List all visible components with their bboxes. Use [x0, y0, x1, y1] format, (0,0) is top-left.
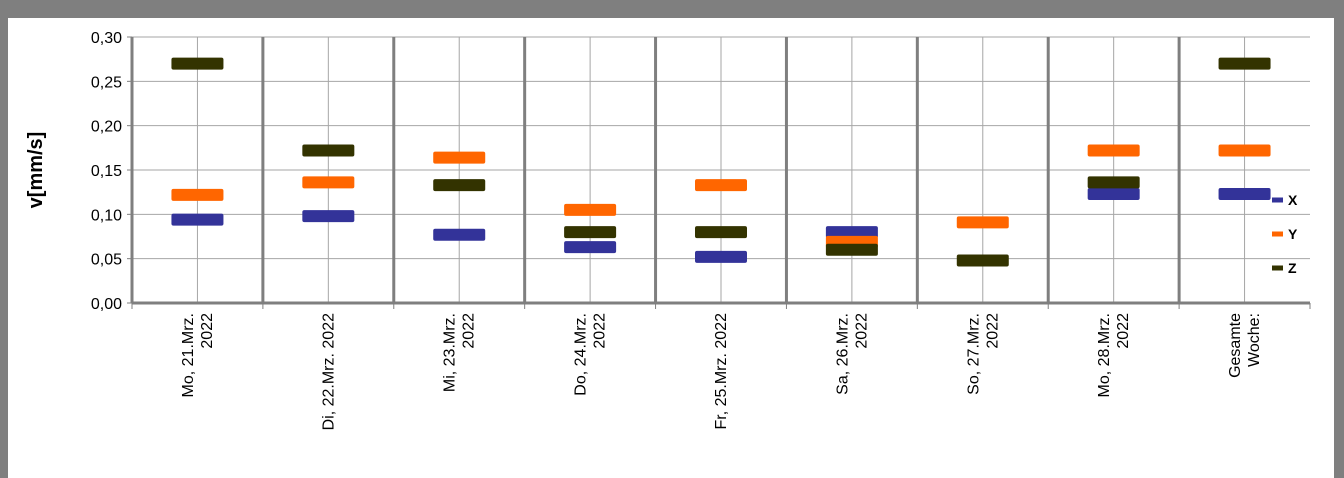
- y-tick-label: 0,10: [91, 207, 122, 224]
- data-point-y: [433, 151, 486, 164]
- legend-label-x: X: [1288, 192, 1298, 208]
- legend-swatch-y: [1272, 231, 1283, 237]
- x-tick-label: Do, 24.Mrz.: [573, 313, 590, 396]
- x-tick-label: 2022: [1115, 313, 1132, 349]
- data-point-x: [433, 228, 486, 241]
- y-tick-label: 0,15: [91, 163, 122, 180]
- data-point-z: [1087, 176, 1140, 189]
- data-point-y: [564, 203, 617, 216]
- x-tick-label: 2022: [853, 313, 870, 349]
- data-point-x: [302, 210, 355, 223]
- data-point-y: [171, 188, 224, 201]
- y-axis-label: v[mm/s]: [25, 132, 47, 209]
- x-tick-label: Gesamte: [1227, 313, 1244, 378]
- data-point-y: [1087, 144, 1140, 157]
- data-point-x: [171, 213, 224, 226]
- data-point-z: [433, 179, 486, 192]
- x-tick-label: 2022: [199, 313, 216, 349]
- x-tick-label: Mi, 23.Mrz.: [442, 313, 459, 392]
- data-point-z: [1218, 57, 1271, 70]
- legend-label-y: Y: [1288, 226, 1298, 242]
- x-tick-label: So, 27.Mrz.: [965, 313, 982, 395]
- data-point-y: [956, 216, 1009, 229]
- x-tick-label: Fr, 25.Mrz. 2022: [713, 313, 730, 430]
- chart-frame: 0,00 0,05 0,10 0,15 0,20 0,25 0,30 v[mm/s] Mo, 2…: [8, 18, 1334, 478]
- data-point-z: [302, 144, 355, 157]
- data-point-z: [564, 226, 617, 239]
- legend-swatch-x: [1272, 197, 1283, 203]
- x-tick-label: Woche:: [1246, 313, 1263, 367]
- x-tick-label: Mo, 28.Mrz.: [1096, 313, 1113, 397]
- y-tick-label: 0,00: [91, 296, 122, 313]
- y-tick-label: 0,30: [91, 30, 122, 47]
- x-tick-label: 2022: [461, 313, 478, 349]
- chart: 0,00 0,05 0,10 0,15 0,20 0,25 0,30 v[mm/s] Mo, 2…: [25, 30, 1311, 430]
- y-tick-label: 0,25: [91, 74, 122, 91]
- x-tick-label: Sa, 26.Mrz.: [834, 313, 851, 395]
- x-tick-label: Di, 22.Mrz. 2022: [320, 313, 337, 430]
- data-point-y: [302, 176, 355, 189]
- data-point-x: [825, 226, 878, 239]
- legend-label-z: Z: [1288, 260, 1297, 276]
- data-point-x: [695, 250, 747, 263]
- data-point-x: [1218, 187, 1271, 200]
- data-point-z: [171, 57, 224, 70]
- x-tick-label: 2022: [984, 313, 1001, 349]
- data-point-x: [564, 241, 617, 254]
- x-tick-label: 2022: [592, 313, 609, 349]
- data-point-z: [956, 254, 1009, 267]
- x-tick-label: Mo, 21.Mrz.: [180, 313, 197, 397]
- data-point-z: [695, 226, 747, 239]
- y-tick-label: 0,20: [91, 119, 122, 136]
- data-point-y: [1218, 144, 1271, 157]
- data-point-y: [695, 179, 747, 192]
- legend-swatch-z: [1272, 265, 1283, 271]
- data-point-x: [1087, 187, 1140, 200]
- data-point-z: [825, 243, 878, 256]
- y-tick-label: 0,05: [91, 252, 122, 269]
